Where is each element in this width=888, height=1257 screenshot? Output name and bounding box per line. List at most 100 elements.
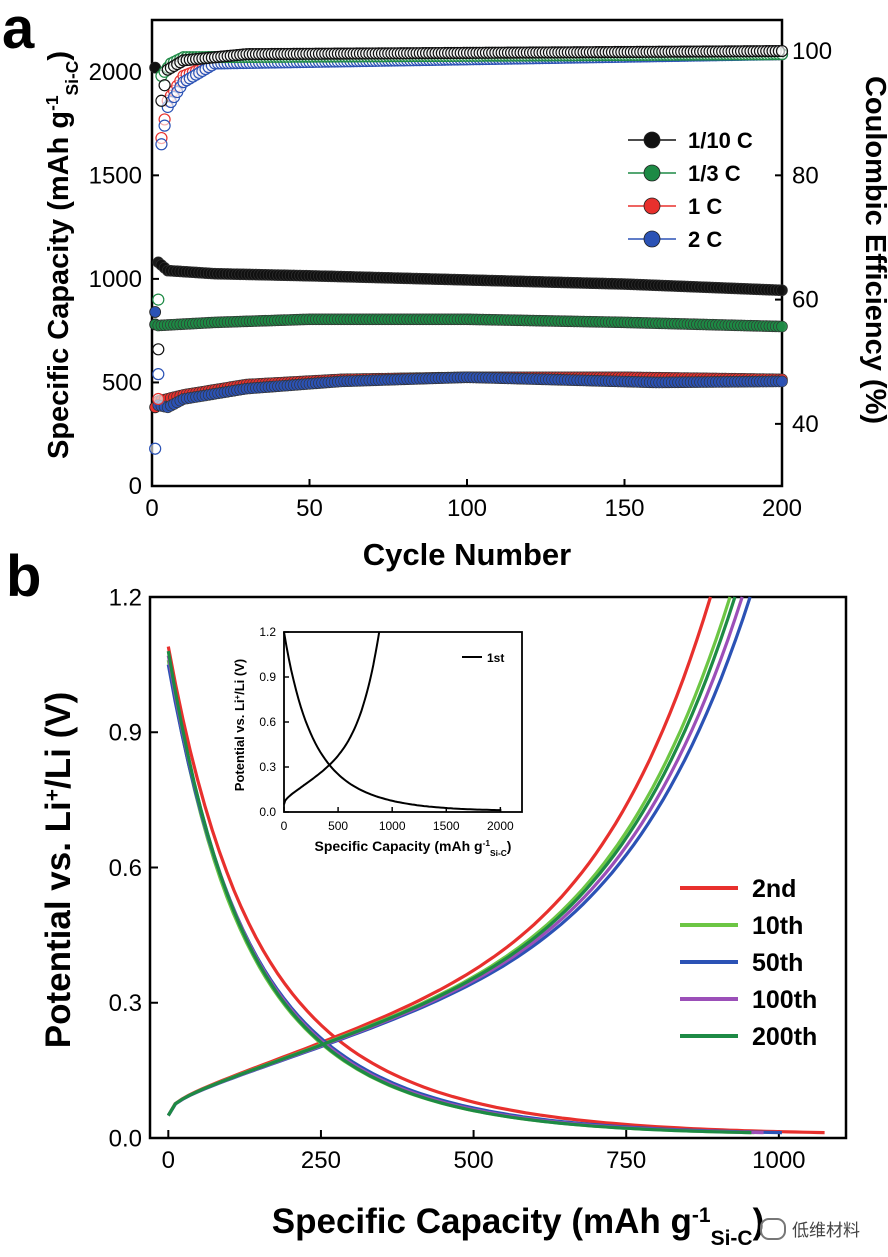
legend-label: 1/10 C [688, 128, 753, 153]
y2-axis-title: Coulombic Efficiency (%) [859, 76, 888, 424]
y-tick-label: 1000 [89, 266, 142, 293]
inset-y-axis-title: Potential vs. Li+/Li (V) [232, 659, 247, 791]
charge-curve-200th [166, 596, 737, 1117]
legend-marker [643, 230, 661, 248]
y-axis-title-sup: + [41, 789, 64, 801]
inset-x-axis-title-main: Specific Capacity (mAh g [315, 838, 483, 854]
x-axis-title-main: Specific Capacity (mAh g [272, 1202, 692, 1241]
y-tick-label: 500 [102, 369, 142, 396]
panel-a-label: a [2, 0, 35, 61]
discharge-curve-1st [283, 631, 502, 812]
y2-tick-label: 40 [792, 411, 819, 438]
legend-label: 1 C [688, 194, 722, 219]
x-tick-label: 0 [162, 1147, 175, 1174]
efficiency-point [155, 138, 168, 151]
legend-label: 1/3 C [688, 161, 741, 186]
y-tick-label: 0.6 [109, 855, 142, 882]
inset-x-axis-title-sub: Si-C [490, 848, 507, 858]
wechat-icon [760, 1217, 786, 1240]
capacity-point [776, 284, 788, 297]
inset-y-axis-title-main: Potential vs. Li [232, 699, 247, 791]
x-axis-title: Specific Capacity (mAh g-1Si-C) [272, 1202, 764, 1250]
x-axis-title-sub: Si-C [711, 1227, 753, 1250]
x-axis-title: Cycle Number [363, 537, 571, 572]
inset-y-axis-title-sup: + [233, 694, 242, 699]
efficiency-point [152, 392, 165, 406]
legend-label: 2nd [752, 875, 796, 903]
y-tick-label: 1.2 [259, 625, 276, 639]
y-tick-label: 2000 [89, 59, 142, 86]
inset-legend-label: 1st [487, 651, 504, 665]
efficiency-point [149, 442, 162, 455]
y-axis-title-end: /Li (V) [39, 692, 78, 789]
legend: 1/10 C 1/3 C 1 C 2 C [628, 128, 753, 252]
inset-x-axis-title: Specific Capacity (mAh g-1Si-C) [315, 838, 512, 858]
x-tick-label: 2000 [487, 819, 514, 833]
capacity-point [776, 375, 788, 388]
series-110C-ce [152, 44, 789, 356]
y-axis-title: Potential vs. Li+/Li (V) [39, 692, 78, 1048]
charge-curve-1st [283, 631, 381, 805]
efficiency-point [152, 368, 165, 381]
plot-frame [283, 631, 523, 813]
legend-b: 2nd 10th 50th 100th 200th [680, 875, 817, 1051]
y-axis-title-main: Specific Capacity (mAh g [43, 111, 75, 459]
efficiency-point [158, 79, 171, 92]
y-axis-title: Specific Capacity (mAh g-1Si-C) [42, 51, 82, 459]
capacity-point [149, 306, 162, 318]
y-tick-label: 0.6 [259, 715, 276, 729]
x-tick-label: 50 [296, 495, 323, 522]
legend-label: 10th [752, 912, 803, 940]
legend-label: 50th [752, 949, 803, 977]
x-axis-title-end: ) [753, 1202, 765, 1241]
x-tick-label: 0 [145, 495, 158, 522]
inset-x-axis-title-sup: -1 [483, 838, 491, 848]
legend-marker [643, 164, 661, 182]
inset-y-axis-title-end: /Li (V) [232, 659, 247, 695]
x-tick-label: 500 [454, 1147, 494, 1174]
x-tick-label: 0 [281, 819, 288, 833]
legend-marker [643, 131, 661, 149]
y2-tick-label: 100 [792, 38, 832, 65]
x-tick-label: 1000 [379, 819, 406, 833]
efficiency-point [155, 94, 168, 107]
inset-x-axis-title-end: ) [507, 838, 512, 854]
y-tick-label: 1.2 [109, 584, 142, 611]
plot-frame [150, 18, 784, 488]
series-2C-points [149, 306, 788, 414]
watermark: 低维材料 [760, 1216, 860, 1241]
x-tick-label: 1000 [752, 1147, 805, 1174]
y-tick-label: 0 [129, 473, 142, 500]
panel-b-inset-chart: 0 500 1000 1500 2000 0.0 0.3 0.6 0.9 1.2 Specific … [232, 625, 523, 858]
efficiency-point [152, 293, 165, 306]
y-tick-label: 0.3 [109, 990, 142, 1017]
y-axis-title-main: Potential vs. Li [39, 801, 78, 1048]
x-tick-label: 200 [762, 495, 802, 522]
legend-marker [643, 197, 661, 215]
efficiency-point [152, 343, 165, 356]
x-tick-label: 100 [447, 495, 487, 522]
watermark-text: 低维材料 [792, 1221, 860, 1241]
discharge-curve-200th [166, 650, 752, 1135]
y-tick-label: 0.0 [109, 1125, 142, 1152]
y2-tick-label: 60 [792, 287, 819, 314]
series-110C-points [149, 61, 788, 297]
y-axis-title-sub: Si-C [62, 60, 82, 95]
y-axis-title-sup: -1 [42, 95, 62, 111]
efficiency-point [775, 44, 789, 58]
y-tick-label: 0.9 [259, 670, 276, 684]
efficiency-point [158, 119, 171, 132]
y-axis-title-end: ) [43, 51, 75, 61]
x-tick-label: 750 [606, 1147, 646, 1174]
legend-label: 200th [752, 1023, 817, 1051]
y-tick-label: 0.3 [259, 760, 276, 774]
series-13C-points [149, 313, 788, 333]
legend-label: 100th [752, 986, 817, 1014]
x-axis-title-sup: -1 [692, 1204, 711, 1227]
y-tick-label: 1500 [89, 162, 142, 189]
legend-label: 2 C [688, 227, 722, 252]
x-tick-label: 150 [604, 495, 644, 522]
x-tick-label: 500 [328, 819, 348, 833]
panel-b-label: b [6, 544, 42, 609]
